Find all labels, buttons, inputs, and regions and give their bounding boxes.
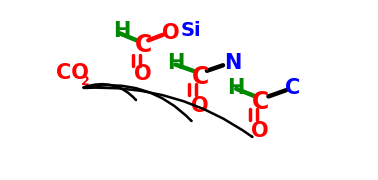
FancyArrowPatch shape	[84, 85, 191, 121]
Text: H: H	[113, 21, 130, 41]
Text: Si: Si	[181, 21, 201, 40]
Text: O: O	[134, 64, 151, 84]
Text: CO: CO	[56, 63, 89, 83]
Text: O: O	[161, 23, 179, 43]
Text: C: C	[252, 90, 270, 114]
Text: O: O	[191, 96, 208, 116]
Text: C: C	[192, 65, 209, 89]
Text: 2: 2	[81, 75, 90, 88]
Text: C: C	[135, 33, 152, 57]
FancyArrowPatch shape	[84, 88, 252, 137]
Text: O: O	[251, 121, 268, 141]
Text: H: H	[228, 78, 245, 98]
Text: C: C	[285, 78, 300, 98]
Text: N: N	[225, 53, 242, 73]
Text: H: H	[167, 53, 185, 73]
FancyArrowPatch shape	[84, 84, 136, 100]
